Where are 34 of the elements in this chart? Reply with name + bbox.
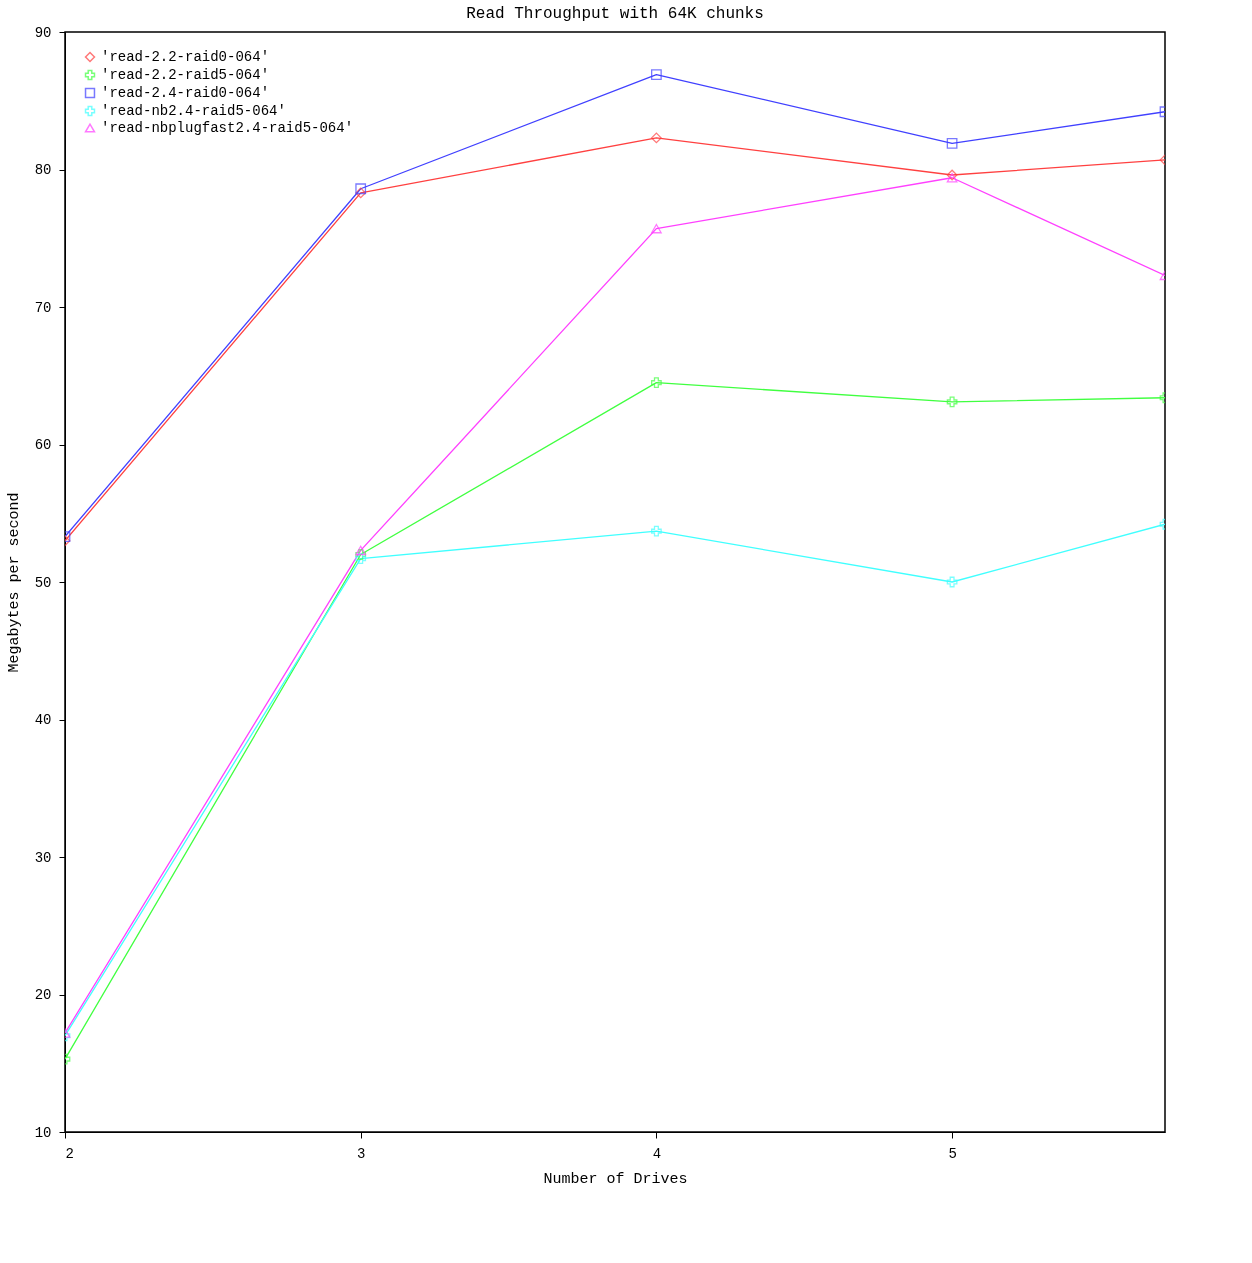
legend-label: 'read-nb2.4-raid5-064' [101, 103, 286, 119]
point [355, 549, 367, 560]
y-axis-title: Megabytes per second [5, 492, 23, 673]
y-tick-label: 30 [34, 849, 52, 866]
point [946, 137, 958, 149]
x-tick-label: 5 [948, 1145, 957, 1162]
y-tick-label: 90 [34, 24, 52, 41]
y-tick-label: 70 [34, 299, 52, 316]
x-tick-label: 2 [65, 1145, 74, 1162]
y-tick-label: 80 [34, 162, 52, 178]
y-tick-label: 10 [34, 1124, 52, 1141]
point [355, 553, 367, 565]
point [946, 396, 958, 408]
point [651, 377, 662, 389]
chart-title: Read Throughput with 64K chunks [466, 5, 764, 23]
legend-label: 'read-2.2-raid5-064' [101, 67, 270, 83]
y-tick-label: 20 [34, 987, 52, 1003]
point [651, 525, 662, 537]
y-tick-label: 50 [34, 574, 52, 591]
legend-label: 'read-2.4-raid0-064' [101, 85, 270, 101]
y-tick-label: 60 [34, 437, 52, 453]
x-axis-title: Number of Drives [543, 1170, 688, 1188]
point [946, 576, 958, 588]
point [355, 545, 367, 556]
legend-label: 'read-2.2-raid0-064' [101, 49, 270, 65]
point [355, 183, 367, 195]
point [651, 223, 662, 234]
y-tick-label: 40 [34, 712, 52, 728]
point [651, 132, 662, 144]
legend-label: 'read-nbplugfast2.4-raid5-064' [101, 120, 354, 136]
point [355, 187, 367, 199]
x-tick-label: 3 [357, 1145, 366, 1162]
point [651, 69, 662, 81]
x-tick-label: 4 [652, 1145, 662, 1162]
